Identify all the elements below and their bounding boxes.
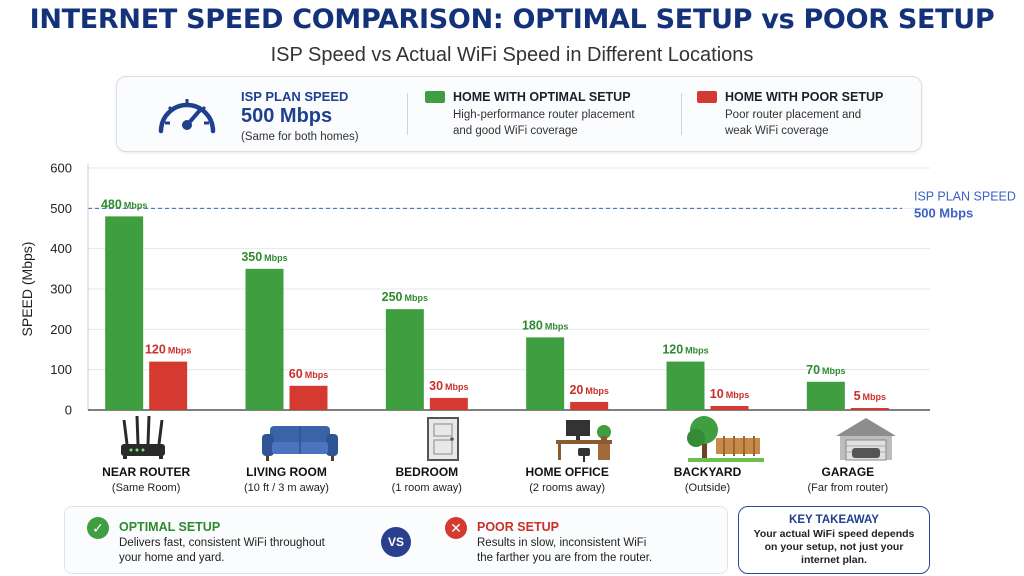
poor-data-label: 10 Mbps	[710, 387, 749, 401]
y-tick-label: 600	[50, 161, 72, 176]
location-icons	[121, 415, 896, 462]
legend-poor-desc-2: weak WiFi coverage	[725, 125, 829, 137]
poor-setup-title: POOR SETUP	[477, 520, 559, 534]
optimal-data-label: 250 Mbps	[382, 290, 428, 304]
key-takeaway-title: KEY TAKEAWAY	[789, 514, 879, 526]
optimal-data-label: 350 Mbps	[241, 250, 287, 264]
poor-bar	[850, 407, 889, 410]
page-title: INTERNET SPEED COMPARISON: OPTIMAL SETUP…	[29, 4, 995, 35]
optimal-data-label: 120 Mbps	[662, 343, 708, 357]
sofa-icon	[262, 426, 338, 461]
poor-setup-text-2: the farther you are from the router.	[477, 552, 653, 564]
optimal-bar	[385, 309, 424, 410]
optimal-bar	[105, 216, 144, 410]
legend-divider	[681, 93, 682, 135]
legend-optimal-title: HOME WITH OPTIMAL SETUP	[453, 90, 631, 104]
chart-axes: 0 100 200 300 400 500 600 SPEED (Mbps)	[19, 161, 930, 418]
legend-divider	[407, 93, 408, 135]
legend-poor-desc-1: Poor router placement and	[725, 109, 862, 121]
page-subtitle: ISP Speed vs Actual WiFi Speed in Differ…	[270, 44, 754, 66]
garage-icon	[836, 418, 896, 461]
speed-bar-chart: 0 100 200 300 400 500 600 SPEED (Mbps)	[19, 161, 1016, 495]
optimal-data-label: 480 Mbps	[101, 197, 147, 211]
legend-optimal-desc-2: and good WiFi coverage	[453, 125, 578, 137]
optimal-bar	[245, 268, 284, 410]
chart-grid	[88, 167, 930, 371]
category-label: GARAGE	[821, 465, 874, 479]
isp-plan-value: 500 Mbps	[241, 105, 333, 127]
setup-comparison-panel: ✓ OPTIMAL SETUP Delivers fast, consisten…	[64, 506, 728, 574]
isp-reference-value: 500 Mbps	[914, 205, 973, 220]
x-icon: ✕	[445, 517, 467, 539]
category-note: (2 rooms away)	[529, 482, 605, 494]
poor-data-label: 5 Mbps	[854, 389, 886, 403]
desk-icon	[556, 420, 612, 462]
category-note: (Same Room)	[112, 482, 180, 494]
optimal-bar	[526, 337, 565, 410]
legend-swatch-optimal	[425, 91, 445, 103]
speedometer-icon	[158, 99, 216, 134]
optimal-setup-title: OPTIMAL SETUP	[119, 520, 221, 534]
poor-bar	[570, 401, 609, 410]
category-note: (Outside)	[685, 482, 730, 494]
check-icon: ✓	[87, 517, 109, 539]
optimal-setup-text-2: your home and yard.	[119, 552, 225, 564]
isp-reference-label: ISP PLAN SPEED	[914, 189, 1016, 203]
key-takeaway-box: KEY TAKEAWAY Your actual WiFi speed depe…	[738, 506, 930, 574]
category-label: HOME OFFICE	[525, 465, 608, 479]
poor-bar	[289, 385, 328, 410]
poor-bar	[149, 361, 188, 410]
optimal-data-label: 180 Mbps	[522, 318, 568, 332]
poor-bar	[710, 405, 749, 410]
poor-data-label: 30 Mbps	[429, 379, 468, 393]
y-tick-label: 400	[50, 241, 72, 256]
legend-optimal-desc-1: High-performance router placement	[453, 109, 635, 121]
door-icon	[427, 417, 459, 461]
category-note: (1 room away)	[392, 482, 462, 494]
y-tick-label: 100	[50, 362, 72, 377]
y-tick-label: 300	[50, 282, 72, 297]
isp-plan-note: (Same for both homes)	[241, 131, 359, 143]
legend-swatch-poor	[697, 91, 717, 103]
poor-data-label: 60 Mbps	[289, 367, 328, 381]
optimal-bar	[806, 381, 845, 410]
optimal-bar	[666, 361, 705, 410]
vs-badge: VS	[381, 527, 411, 557]
optimal-data-label: 70 Mbps	[806, 363, 845, 377]
category-label: BACKYARD	[674, 465, 742, 479]
y-tick-label: 0	[65, 403, 72, 418]
category-label: BEDROOM	[395, 465, 458, 479]
chart-bars	[105, 216, 889, 410]
poor-data-label: 120 Mbps	[145, 343, 191, 357]
poor-setup-text-1: Results in slow, inconsistent WiFi	[477, 537, 647, 549]
category-label: LIVING ROOM	[246, 465, 327, 479]
legend-poor-title: HOME WITH POOR SETUP	[725, 90, 884, 104]
isp-plan-title: ISP PLAN SPEED	[241, 89, 349, 104]
poor-bar	[429, 397, 468, 410]
legend-panel: ISP PLAN SPEED 500 Mbps (Same for both h…	[116, 76, 922, 152]
optimal-setup-text-1: Delivers fast, consistent WiFi throughou…	[119, 537, 325, 549]
category-label: NEAR ROUTER	[102, 465, 190, 479]
key-takeaway-text: Your actual WiFi speed depends on your s…	[753, 528, 915, 566]
category-note: (Far from router)	[807, 482, 888, 494]
tree-fence-icon	[687, 416, 764, 462]
category-note: (10 ft / 3 m away)	[244, 482, 329, 494]
y-tick-label: 500	[50, 201, 72, 216]
y-axis-title: SPEED (Mbps)	[19, 242, 35, 337]
chart-labels: ISP PLAN SPEED 500 Mbps 480 Mbps 120 Mbps NEAR…	[101, 189, 1016, 494]
poor-data-label: 20 Mbps	[569, 383, 608, 397]
y-tick-label: 200	[50, 322, 72, 337]
router-icon	[121, 415, 165, 459]
